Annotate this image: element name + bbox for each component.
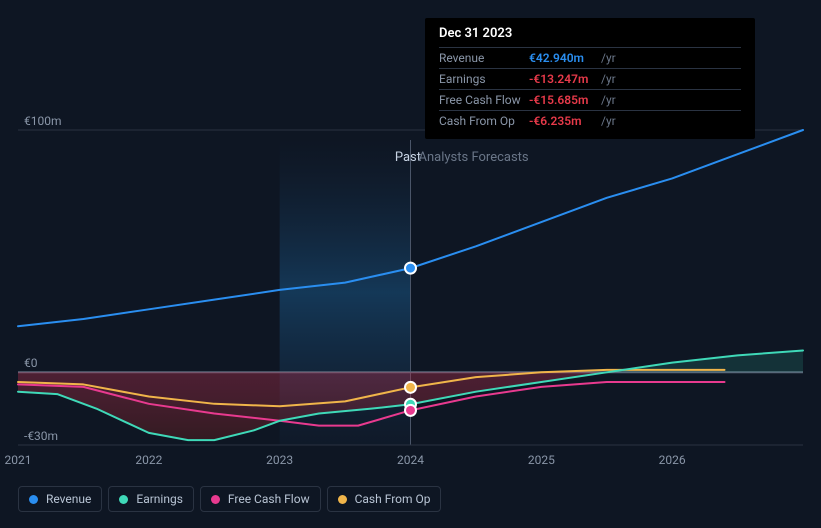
legend-label: Free Cash Flow [228,492,310,506]
tooltip-date: Dec 31 2023 [439,26,741,48]
x-axis-label: 2022 [135,453,162,467]
tooltip-row-value: -€15.685m [529,93,597,107]
financial-chart: -€30m €0 €100m 2021 2022 2023 2024 2025 2026 Pa… [0,0,821,524]
legend-item-cashop[interactable]: Cash From Op [327,486,442,512]
legend-dot-icon [211,495,220,504]
past-label: Past [367,150,422,165]
x-axis-label: 2026 [659,453,686,467]
x-axis-label: 2023 [266,453,293,467]
x-axis-label: 2021 [5,453,32,467]
tooltip-row: Free Cash Flow-€15.685m/yr [439,90,741,111]
tooltip-row-value: -€13.247m [529,72,597,86]
x-axis-label: 2025 [528,453,555,467]
legend-label: Cash From Op [355,492,431,506]
legend-item-fcf[interactable]: Free Cash Flow [200,486,321,512]
tooltip-row-unit: /yr [601,51,616,65]
y-axis-label: -€30m [24,429,58,443]
legend-dot-icon [338,495,347,504]
chart-tooltip: Dec 31 2023 Revenue€42.940m/yrEarnings-€… [425,18,755,139]
tooltip-row-unit: /yr [601,93,616,107]
legend-item-earnings[interactable]: Earnings [108,486,194,512]
tooltip-row-value: -€6.235m [529,114,597,128]
legend-item-revenue[interactable]: Revenue [18,486,102,512]
tooltip-row: Revenue€42.940m/yr [439,48,741,69]
tooltip-row-label: Free Cash Flow [439,93,529,107]
legend-dot-icon [29,495,38,504]
tooltip-row-label: Earnings [439,72,529,86]
chart-legend: Revenue Earnings Free Cash Flow Cash From O… [18,486,441,512]
legend-dot-icon [119,495,128,504]
tooltip-row-label: Revenue [439,51,529,65]
tooltip-row-unit: /yr [601,72,616,86]
tooltip-row-unit: /yr [601,114,616,128]
forecast-label: Analysts Forecasts [419,150,529,165]
tooltip-row-value: €42.940m [529,51,597,65]
y-axis-label: €100m [24,114,62,128]
tooltip-row: Earnings-€13.247m/yr [439,69,741,90]
x-axis-label: 2024 [397,453,424,467]
legend-label: Earnings [136,492,183,506]
legend-label: Revenue [46,492,91,506]
tooltip-row-label: Cash From Op [439,114,529,128]
tooltip-row: Cash From Op-€6.235m/yr [439,111,741,131]
y-axis-label: €0 [24,356,38,370]
